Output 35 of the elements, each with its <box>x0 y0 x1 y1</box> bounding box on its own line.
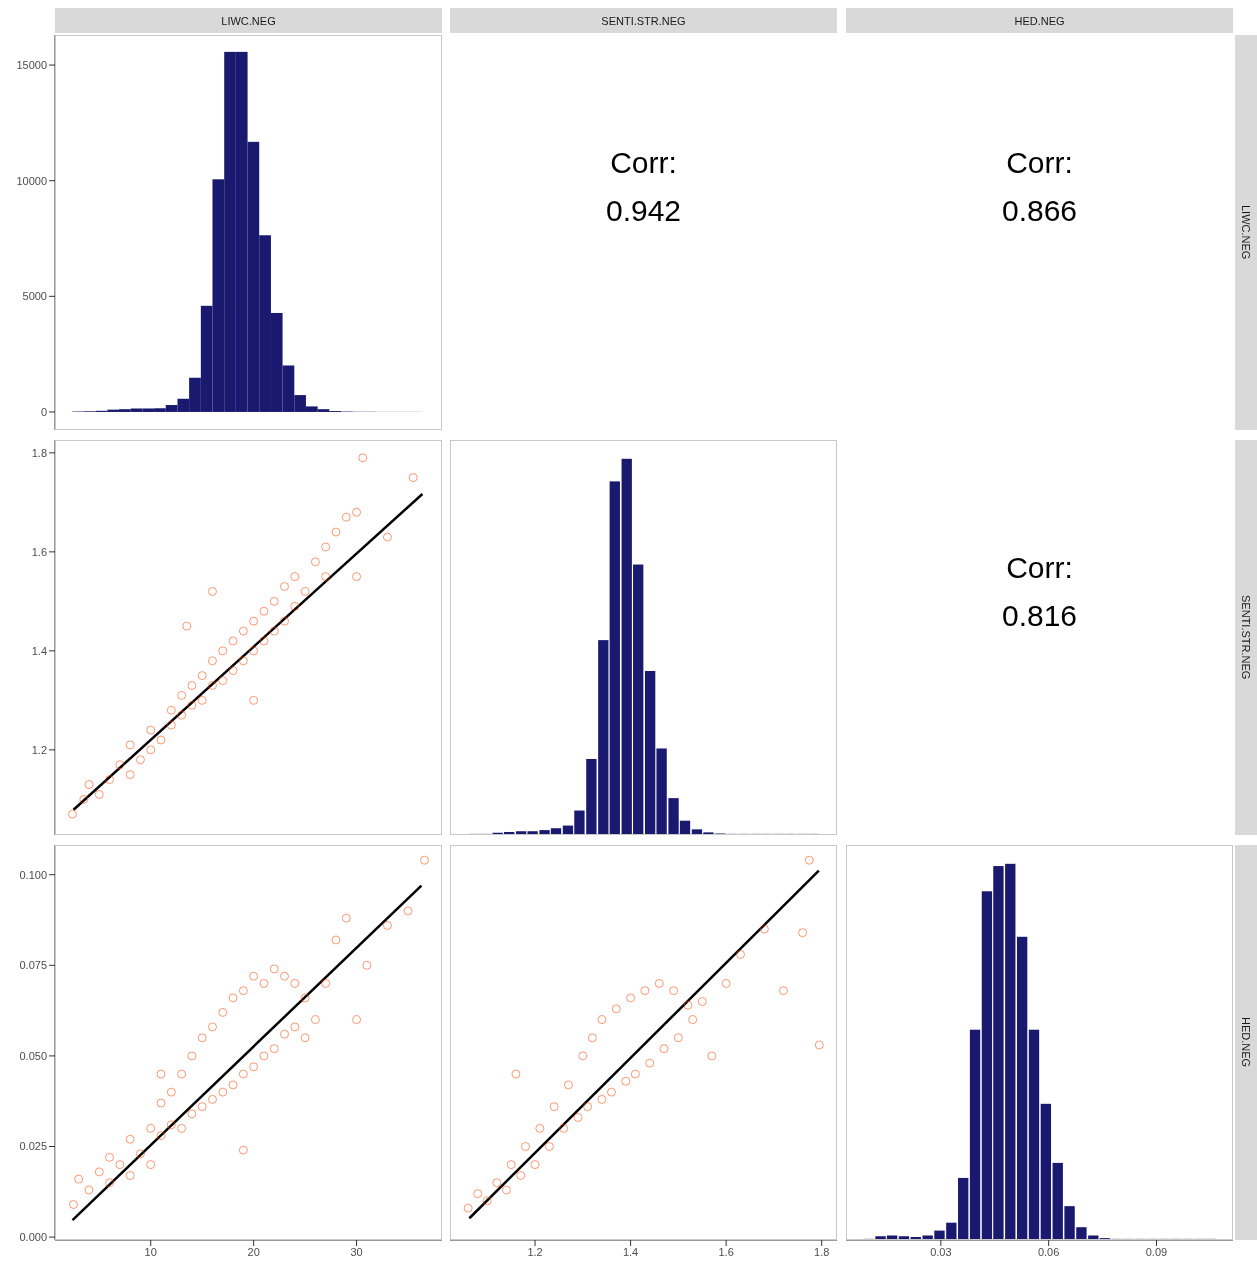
x-tick-label: 0.03 <box>930 1245 952 1258</box>
text: 0.942 <box>605 192 682 229</box>
y-tick-label: 1.4 <box>31 644 47 657</box>
text: LIWC.NEG <box>1235 35 1257 430</box>
y-tick-label: 10000 <box>16 174 47 187</box>
text: SENTI.STR.NEG <box>1235 440 1257 835</box>
text: SENTI.STR.NEG <box>450 8 837 33</box>
y-tick-label: 1.8 <box>31 446 47 459</box>
text: 0.866 <box>1001 192 1078 229</box>
x-tick-label: 30 <box>350 1245 363 1258</box>
x-tick-label: 1.6 <box>718 1245 734 1258</box>
y2-axis-title: HED.NEG <box>1235 845 1257 1240</box>
y-tick-label: 0.050 <box>19 1049 47 1062</box>
text: Corr: <box>1006 144 1073 181</box>
chart-title: LIWC.NEG <box>55 8 442 33</box>
y-tick-label: 0.100 <box>19 868 47 881</box>
y-tick-label: 0.075 <box>19 959 47 972</box>
x-tick-label: 1.4 <box>622 1245 639 1258</box>
text: 0.816 <box>1001 597 1078 634</box>
x-tick-label: 0.09 <box>1145 1245 1168 1258</box>
y-tick-label: 5000 <box>22 290 47 303</box>
text: HED.NEG <box>846 8 1233 33</box>
x-tick-label: 10 <box>144 1245 157 1258</box>
x-tick-label: 0.06 <box>1037 1245 1060 1258</box>
text: Corr: <box>610 144 677 181</box>
text: Corr: <box>1006 549 1073 586</box>
x-tick-label: 1.2 <box>527 1245 543 1258</box>
y-tick-label: 0.025 <box>19 1140 47 1153</box>
y-tick-label: 15000 <box>16 58 47 71</box>
y-tick-label: 1.2 <box>31 743 47 756</box>
y-tick-label: 0 <box>40 405 47 418</box>
y-tick-label: 0.000 <box>19 1231 47 1244</box>
y-tick-label: 1.6 <box>31 545 47 558</box>
x-tick-label: 1.8 <box>814 1245 830 1258</box>
x-tick-label: 20 <box>247 1245 260 1258</box>
